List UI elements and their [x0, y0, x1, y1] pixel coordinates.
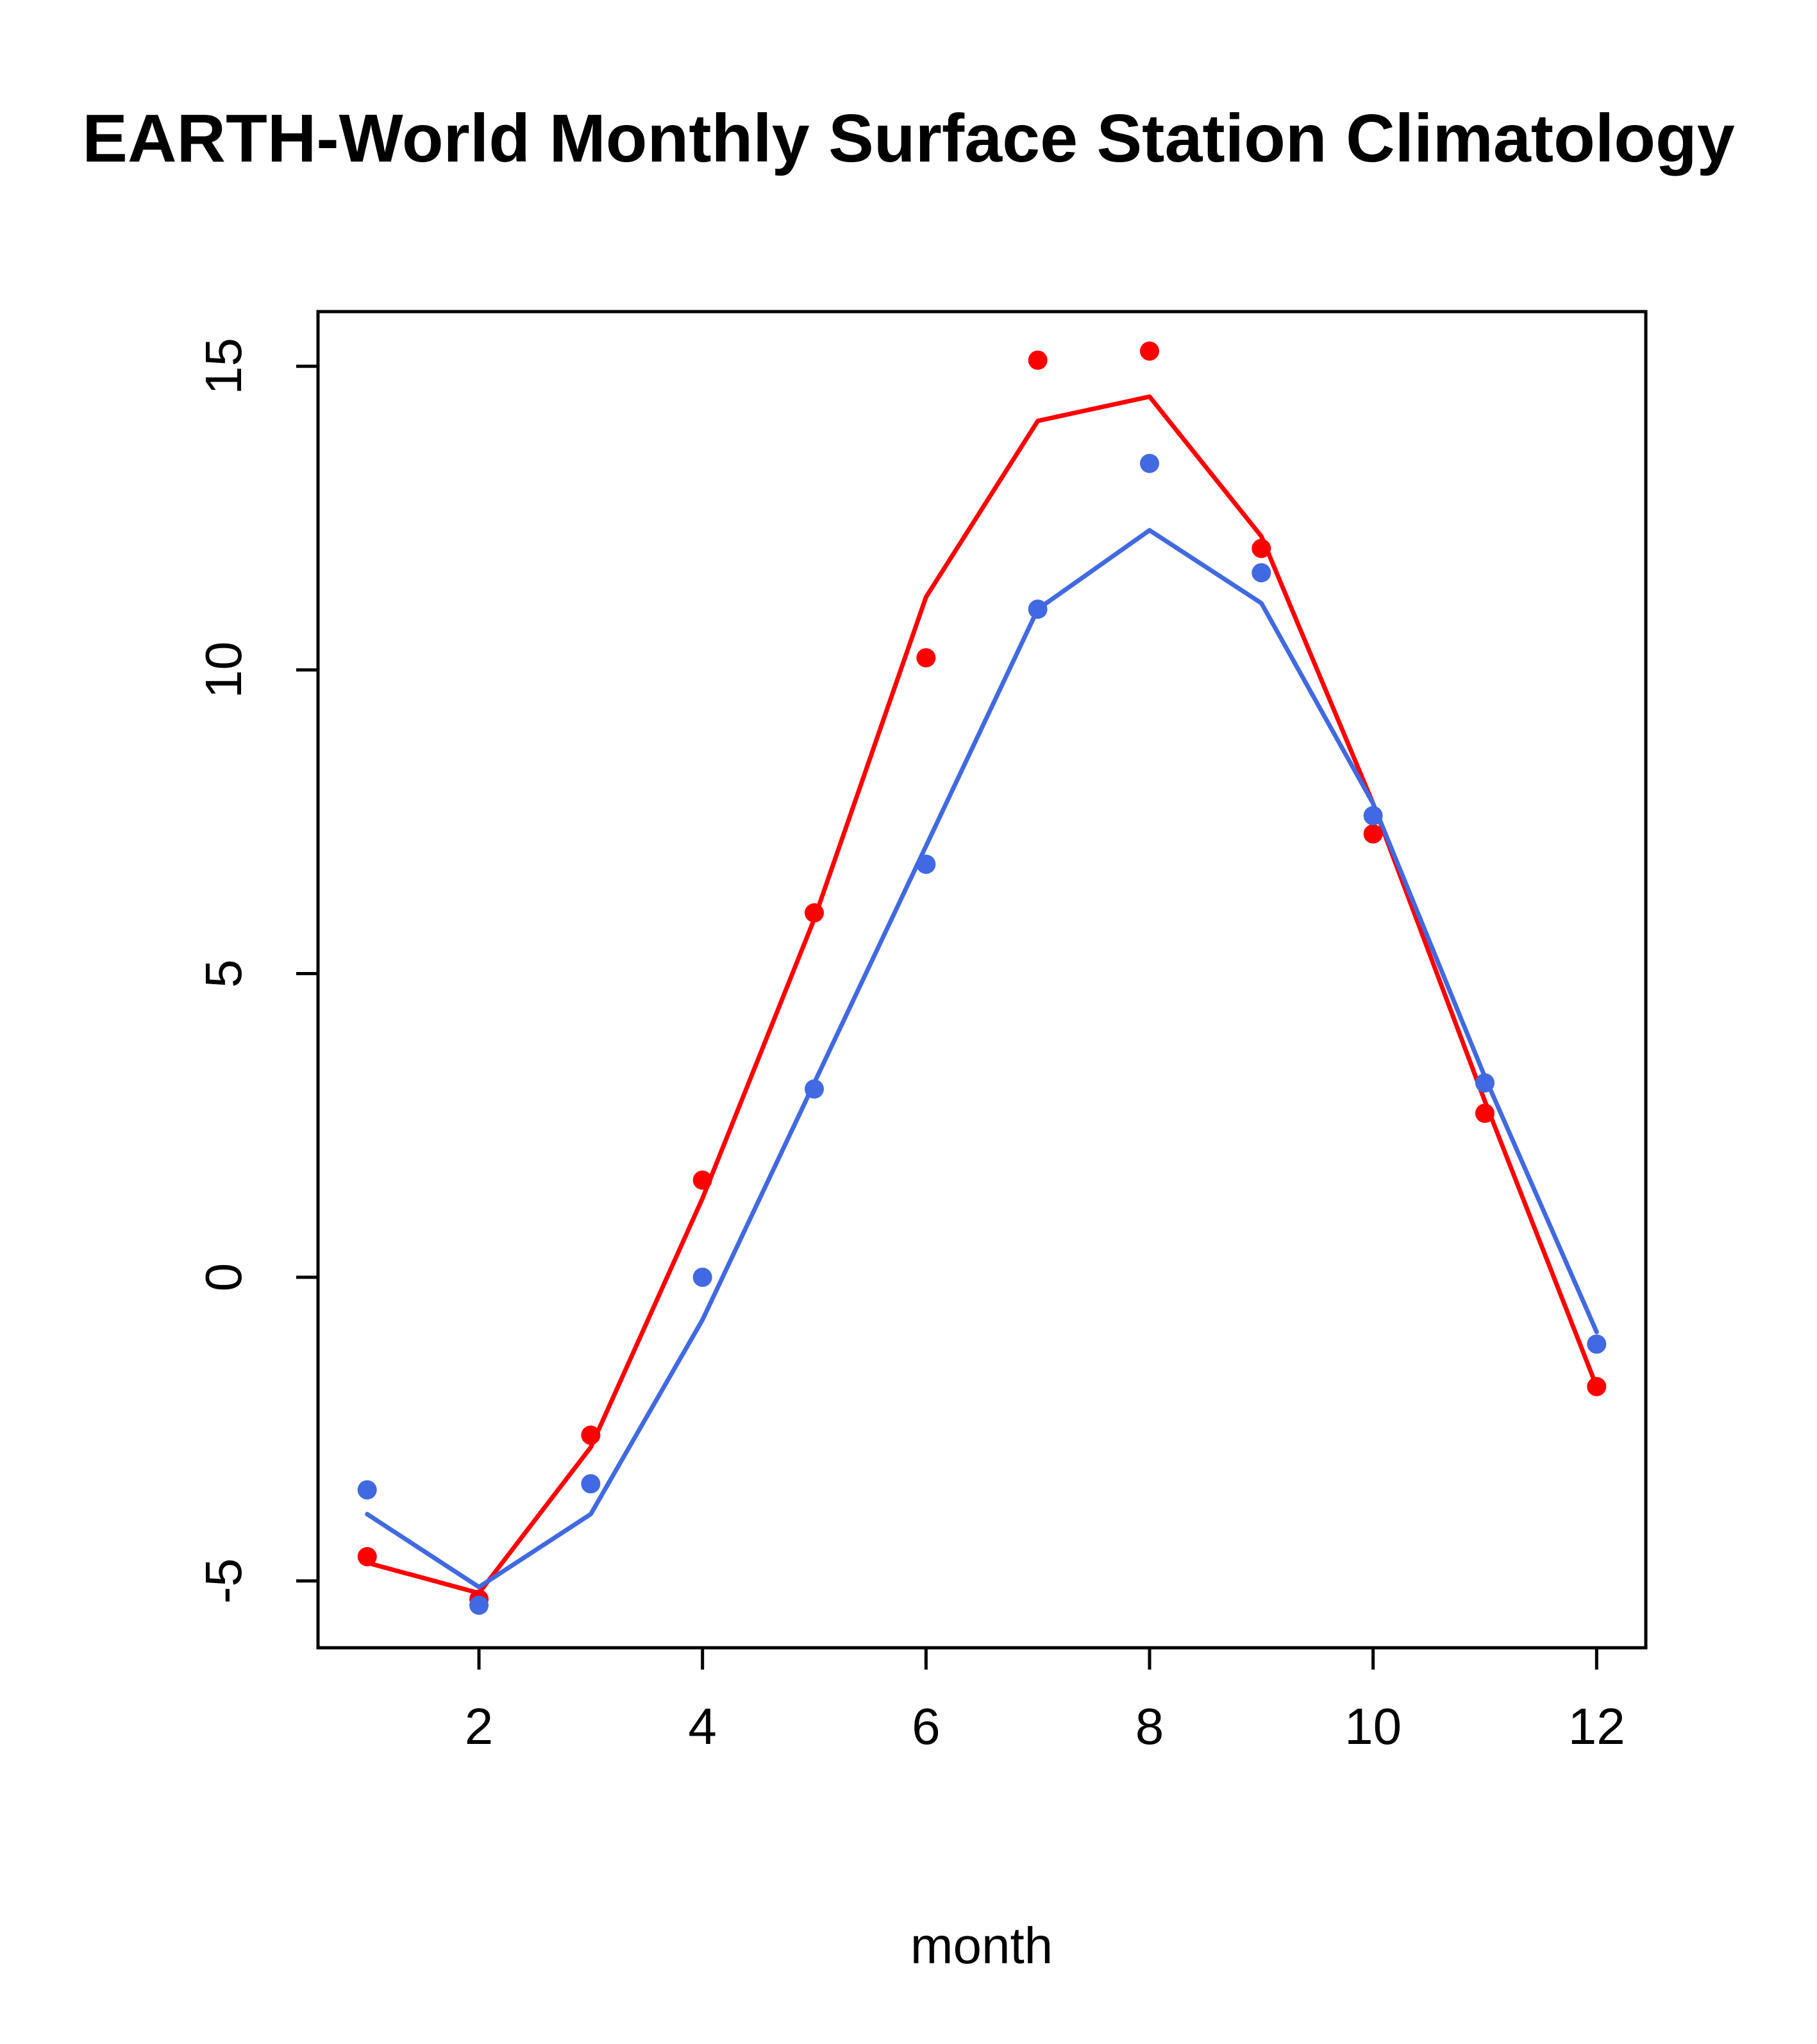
y-axis-tick-label: 0	[195, 1263, 252, 1292]
red-points-marker	[1252, 539, 1271, 558]
blue-points-marker	[1139, 453, 1159, 473]
blue-points-marker	[1587, 1334, 1607, 1354]
x-axis-tick-label: 6	[912, 1698, 941, 1755]
red-points-marker	[692, 1170, 712, 1190]
x-axis-tick-label: 2	[465, 1698, 494, 1755]
blue-points-marker	[1252, 563, 1271, 583]
red-points-marker	[1587, 1377, 1607, 1396]
red-points-marker	[916, 648, 936, 667]
blue-points-marker	[1475, 1073, 1495, 1093]
blue-points-marker	[1028, 599, 1048, 619]
red-points-marker	[357, 1546, 377, 1566]
red-line-series	[365, 394, 1599, 1596]
blue-line-series	[365, 528, 1599, 1589]
red-points-marker	[1363, 824, 1383, 844]
x-axis-tick-label: 8	[1135, 1698, 1164, 1755]
blue-points-marker	[692, 1268, 712, 1287]
x-axis-tick-label: 10	[1344, 1698, 1402, 1755]
red-points-marker	[1028, 350, 1048, 370]
red-points-marker	[1475, 1103, 1495, 1123]
blue-points-marker	[581, 1474, 601, 1494]
x-axis-tick-label: 12	[1568, 1698, 1625, 1755]
y-axis-tick-label: -5	[195, 1558, 252, 1604]
blue-points-marker	[916, 855, 936, 875]
chart-title: EARTH-World Monthly Surface Station Clim…	[82, 101, 1734, 176]
x-axis-label: month	[910, 1917, 1053, 1974]
x-axis-tick-label: 4	[688, 1698, 717, 1755]
blue-points-marker	[357, 1480, 377, 1500]
plot-box	[316, 310, 1648, 1650]
red-points-marker	[1139, 341, 1159, 361]
blue-points-marker	[805, 1079, 825, 1099]
blue-points-marker	[1363, 806, 1383, 826]
red-points-marker	[805, 903, 825, 923]
y-axis-tick-label: 15	[195, 338, 252, 395]
red-points-marker	[581, 1425, 601, 1445]
y-axis-tick-label: 10	[195, 641, 252, 698]
blue-points-marker	[469, 1595, 489, 1615]
plot-area: 2 4 6 8 10 12 -5 0 5 10 15	[195, 310, 1648, 1755]
y-axis-tick-label: 5	[195, 959, 252, 988]
